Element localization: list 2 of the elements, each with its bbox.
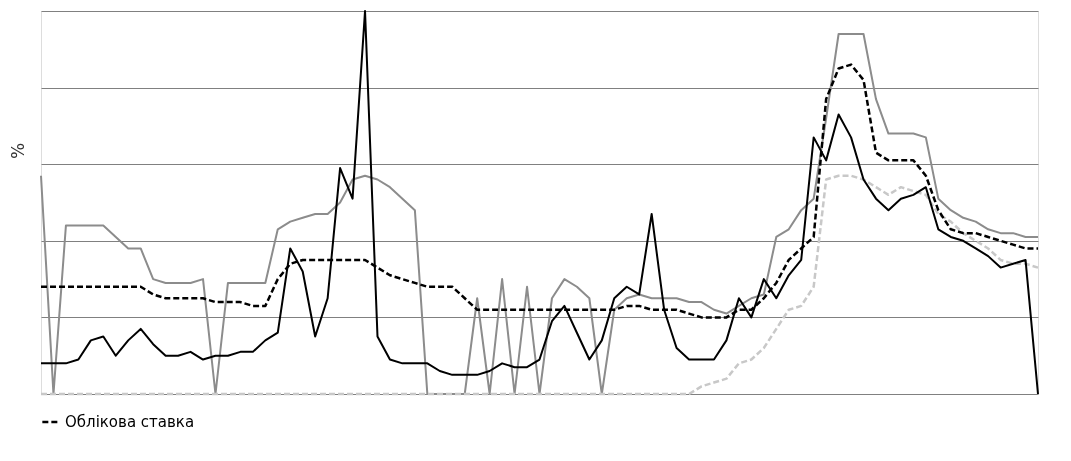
y-axis-title: % bbox=[8, 142, 28, 160]
legend-label: Облікова ставка bbox=[65, 413, 195, 431]
